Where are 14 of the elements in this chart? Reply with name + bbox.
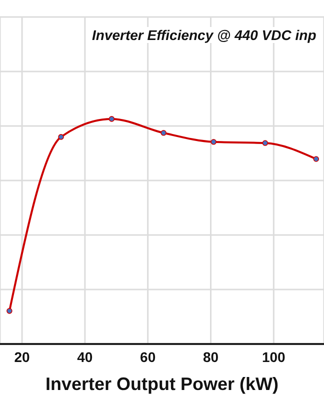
- x-tick-label: 20: [14, 348, 30, 365]
- chart-title: Inverter Efficiency @ 440 VDC inp: [90, 27, 318, 43]
- x-tick-label: 80: [202, 348, 219, 365]
- x-tick-label: 60: [140, 348, 156, 365]
- point: [313, 156, 320, 162]
- point: [108, 116, 115, 122]
- point: [262, 140, 268, 146]
- x-tick-label: 100: [262, 348, 286, 365]
- point: [6, 308, 12, 314]
- point: [58, 134, 64, 140]
- x-tick-label: 40: [77, 348, 93, 365]
- x-axis-title: Inverter Output Power (kW): [45, 374, 279, 394]
- point: [160, 130, 166, 136]
- point: [210, 139, 216, 145]
